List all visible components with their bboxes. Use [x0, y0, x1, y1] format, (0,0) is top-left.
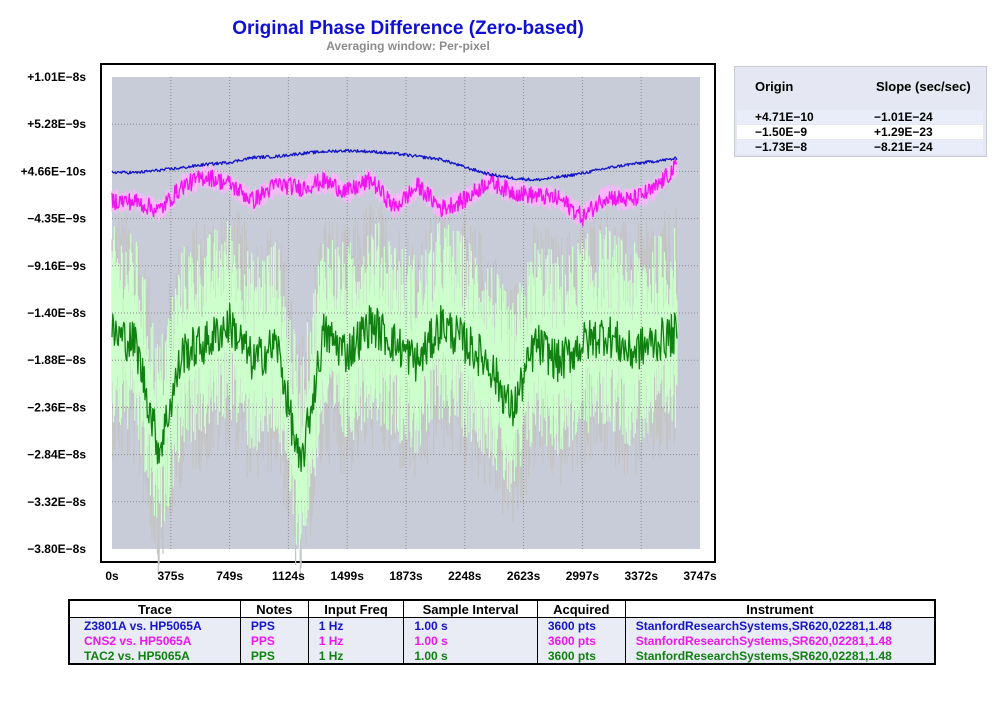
- x-tick-label: 2248s: [448, 569, 482, 583]
- trace-cell: TAC2 vs. HP5065A: [68, 648, 241, 664]
- table-row: CNS2 vs. HP5065A PPS 1 Hz 1.00 s 3600 pt…: [68, 633, 936, 648]
- header-sample-interval: Sample Interval: [403, 599, 538, 618]
- slope-row-cns2: −1.50E−9 +1.29E−23: [737, 125, 983, 139]
- instrument-cell: StanfordResearchSystems,SR620,02281,1.48: [624, 648, 936, 664]
- x-tick-label: 3372s: [625, 569, 659, 583]
- freq-cell: 1 Hz: [307, 648, 405, 664]
- notes-cell: PPS: [239, 617, 309, 633]
- trace-cell: Z3801A vs. HP5065A: [68, 617, 241, 633]
- y-tick-label: −4.35E−9s: [27, 212, 86, 226]
- z3801a-series-line: [111, 148, 678, 182]
- y-tick-label: −1.88E−8s: [27, 353, 86, 367]
- x-tick-label: 3747s: [683, 569, 717, 583]
- x-tick-label: 375s: [157, 569, 184, 583]
- cns2-series-line: [111, 158, 678, 227]
- slope-row-tac2: −1.73E−8 −8.21E−24: [737, 140, 983, 154]
- slope-panel: Origin Slope (sec/sec) +4.71E−10 −1.01E−…: [734, 66, 987, 157]
- notes-cell: PPS: [239, 648, 309, 664]
- table-row: TAC2 vs. HP5065A PPS 1 Hz 1.00 s 3600 pt…: [68, 648, 936, 664]
- y-tick-label: −2.84E−8s: [27, 448, 86, 462]
- slope-value: −1.01E−24: [874, 110, 933, 124]
- y-tick-label: −3.32E−8s: [27, 495, 86, 509]
- interval-cell: 1.00 s: [403, 617, 538, 633]
- acquired-cell: 3600 pts: [536, 617, 626, 633]
- header-acquired: Acquired: [536, 599, 626, 618]
- y-tick-label: −3.80E−8s: [27, 542, 86, 556]
- origin-value: −1.50E−9: [755, 125, 808, 139]
- slope-value: +1.29E−23: [874, 125, 933, 139]
- trace-info-table: Trace Notes Input Freq Sample Interval A…: [68, 599, 936, 665]
- chart-title: Original Phase Difference (Zero-based): [232, 18, 584, 39]
- acquired-cell: 3600 pts: [536, 648, 626, 664]
- y-tick-label: −2.36E−8s: [27, 400, 86, 414]
- header-notes: Notes: [239, 599, 309, 618]
- y-tick-label: −9.16E−9s: [27, 259, 86, 273]
- slope-row-z3801a: +4.71E−10 −1.01E−24: [737, 110, 983, 124]
- x-tick-label: 1873s: [389, 569, 423, 583]
- y-tick-label: +4.66E−10s: [21, 164, 87, 178]
- header-trace: Trace: [68, 599, 241, 618]
- instrument-cell: StanfordResearchSystems,SR620,02281,1.48: [624, 633, 936, 648]
- x-tick-label: 1124s: [272, 569, 305, 583]
- freq-cell: 1 Hz: [307, 617, 405, 633]
- origin-header: Origin: [755, 79, 794, 94]
- y-tick-label: +1.01E−8s: [27, 70, 86, 84]
- origin-value: +4.71E−10: [755, 110, 814, 124]
- x-tick-label: 2997s: [566, 569, 600, 583]
- slope-header: Slope (sec/sec): [876, 79, 971, 94]
- y-tick-label: −1.40E−8s: [27, 306, 86, 320]
- acquired-cell: 3600 pts: [536, 633, 626, 648]
- interval-cell: 1.00 s: [403, 648, 538, 664]
- table-header-row: Trace Notes Input Freq Sample Interval A…: [68, 599, 936, 618]
- x-tick-label: 1499s: [331, 569, 365, 583]
- header-instrument: Instrument: [624, 599, 936, 618]
- slope-value: −8.21E−24: [874, 140, 933, 154]
- origin-value: −1.73E−8: [755, 140, 808, 154]
- x-tick-label: 0s: [105, 569, 119, 583]
- freq-cell: 1 Hz: [307, 633, 405, 648]
- table-row: Z3801A vs. HP5065A PPS 1 Hz 1.00 s 3600 …: [68, 617, 936, 633]
- instrument-cell: StanfordResearchSystems,SR620,02281,1.48: [624, 617, 936, 633]
- trace-cell: CNS2 vs. HP5065A: [68, 633, 241, 648]
- header-input-freq: Input Freq: [307, 599, 405, 618]
- tac2-series-line: [111, 302, 678, 472]
- x-tick-label: 749s: [216, 569, 243, 583]
- notes-cell: PPS: [239, 633, 309, 648]
- interval-cell: 1.00 s: [403, 633, 538, 648]
- chart-subtitle: Averaging window: Per-pixel: [326, 39, 490, 53]
- y-tick-label: +5.28E−9s: [27, 117, 86, 131]
- x-tick-label: 2623s: [507, 569, 541, 583]
